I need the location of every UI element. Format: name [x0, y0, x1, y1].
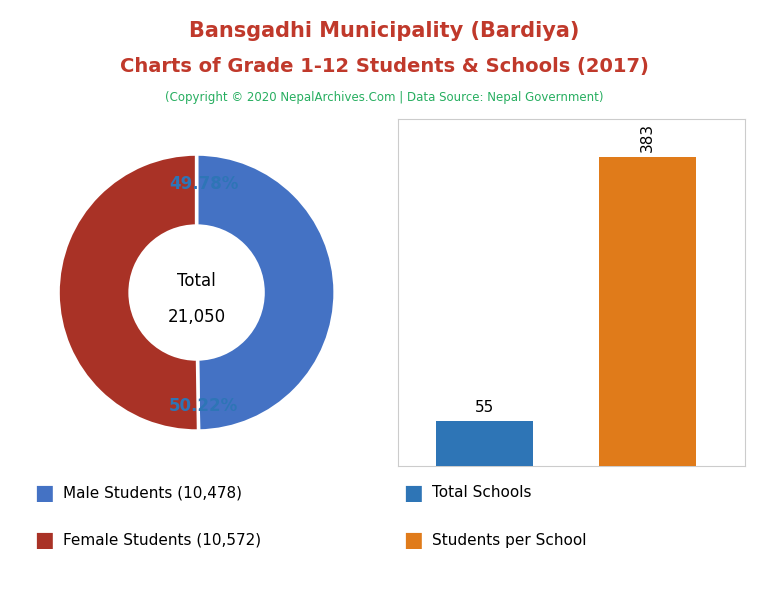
Text: ■: ■	[35, 482, 55, 503]
Text: ■: ■	[403, 482, 423, 503]
Text: Bansgadhi Municipality (Bardiya): Bansgadhi Municipality (Bardiya)	[189, 21, 579, 41]
Text: 383: 383	[641, 124, 655, 152]
Text: 49.78%: 49.78%	[169, 176, 238, 193]
Text: Total: Total	[177, 272, 216, 291]
Bar	[436, 421, 533, 466]
Text: 55: 55	[475, 400, 495, 415]
Text: Female Students (10,572): Female Students (10,572)	[63, 533, 261, 548]
Wedge shape	[197, 154, 335, 431]
Bar	[599, 157, 697, 466]
Text: Charts of Grade 1-12 Students & Schools (2017): Charts of Grade 1-12 Students & Schools …	[120, 57, 648, 76]
Text: Total Schools: Total Schools	[432, 485, 532, 500]
Text: 50.22%: 50.22%	[169, 397, 238, 415]
Text: Students per School: Students per School	[432, 533, 587, 548]
Text: Male Students (10,478): Male Students (10,478)	[63, 485, 242, 500]
Text: ■: ■	[35, 530, 55, 550]
Wedge shape	[58, 154, 198, 431]
Text: ■: ■	[403, 530, 423, 550]
Text: (Copyright © 2020 NepalArchives.Com | Data Source: Nepal Government): (Copyright © 2020 NepalArchives.Com | Da…	[165, 91, 603, 104]
Text: 21,050: 21,050	[167, 309, 226, 327]
